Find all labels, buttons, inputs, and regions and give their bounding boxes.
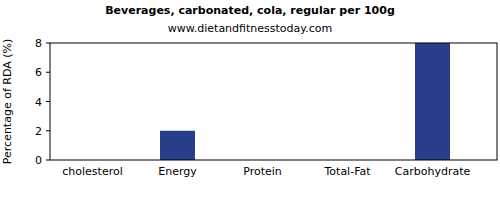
y-tick-label: 2 <box>35 125 42 138</box>
y-tick-label: 4 <box>35 96 42 109</box>
y-tick <box>46 43 50 44</box>
bars <box>160 43 450 160</box>
subtitle: www.dietandfitnesstoday.com <box>168 22 332 35</box>
title: Beverages, carbonated, cola, regular per… <box>105 4 395 17</box>
bar <box>160 131 195 160</box>
y-axis-label: Percentage of RDA (%) <box>1 39 14 164</box>
plot-frame <box>50 43 497 160</box>
y-tick-label: 6 <box>35 66 42 79</box>
y-tick-label: 8 <box>35 37 42 50</box>
y-tick <box>46 72 50 73</box>
chart: Beverages, carbonated, cola, regular per… <box>0 0 500 200</box>
x-tick-label: Protein <box>243 165 282 178</box>
y-tick <box>46 101 50 102</box>
x-tick-label: cholesterol <box>62 165 122 178</box>
y-tick <box>46 130 50 131</box>
y-tick-label: 0 <box>35 154 42 167</box>
x-tick-label: Energy <box>158 165 197 178</box>
bar <box>415 43 450 160</box>
x-tick-label: Total-Fat <box>323 165 371 178</box>
y-tick <box>46 160 50 161</box>
x-tick-label: Carbohydrate <box>395 165 471 178</box>
